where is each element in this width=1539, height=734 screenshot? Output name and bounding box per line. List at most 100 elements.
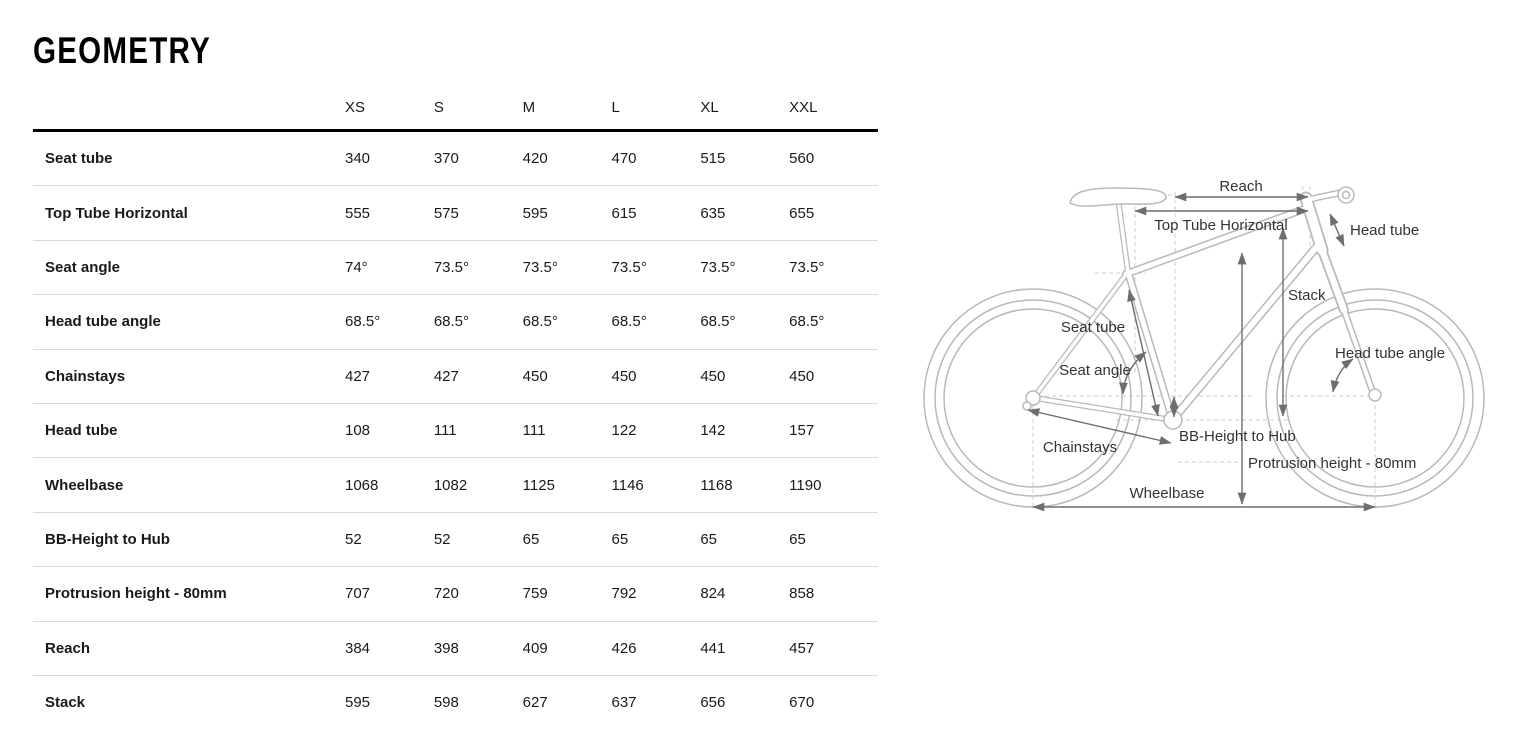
row-label: Wheelbase bbox=[45, 476, 124, 494]
table-header-row: XS S M L XL XXL bbox=[33, 85, 878, 132]
value-cell: 427 bbox=[345, 367, 371, 385]
handlebar-grip-inner bbox=[1341, 190, 1351, 200]
value-cell: 73.5° bbox=[700, 258, 736, 276]
rear-hub bbox=[1025, 390, 1041, 406]
value-cell: 450 bbox=[611, 367, 637, 385]
value-cell: 65 bbox=[700, 530, 718, 548]
value-cell: 450 bbox=[789, 367, 815, 385]
wheelbase-label: Wheelbase bbox=[1129, 485, 1204, 502]
value-cell: 792 bbox=[611, 585, 637, 603]
page-title: GEOMETRY bbox=[33, 30, 211, 71]
value-cell: 1082 bbox=[433, 476, 468, 494]
value-cell: 720 bbox=[433, 585, 459, 603]
table-row: Reach 384 398 409 426 441 457 bbox=[33, 622, 878, 676]
value-cell: 426 bbox=[611, 639, 637, 657]
dimension-arrows bbox=[1027, 192, 1376, 512]
value-cell: 74° bbox=[345, 258, 368, 276]
front-hub bbox=[1368, 388, 1382, 402]
value-cell: 1068 bbox=[345, 476, 379, 494]
row-label: Top Tube Horizontal bbox=[45, 204, 188, 222]
size-header-m: M bbox=[522, 98, 536, 116]
value-cell: 627 bbox=[522, 694, 548, 712]
head-tube-angle-arc bbox=[1330, 358, 1354, 393]
value-cell: 1146 bbox=[611, 476, 644, 494]
table-row: Seat tube 340 370 420 470 515 560 bbox=[33, 132, 878, 187]
value-cell: 108 bbox=[345, 422, 371, 440]
size-header-xl: XL bbox=[700, 98, 719, 116]
value-cell: 1125 bbox=[522, 476, 555, 494]
protrusion-height-label: Protrusion height - 80mm bbox=[1248, 455, 1416, 472]
value-cell: 384 bbox=[345, 639, 371, 657]
row-label: Reach bbox=[45, 639, 91, 657]
row-label: Stack bbox=[45, 694, 86, 712]
head-tube-angle-label: Head tube angle bbox=[1335, 345, 1445, 362]
value-cell: 122 bbox=[611, 422, 637, 440]
size-header-s: S bbox=[433, 98, 444, 116]
reach-label: Reach bbox=[1219, 178, 1262, 195]
value-cell: 441 bbox=[700, 639, 726, 657]
size-header-l: L bbox=[611, 98, 620, 116]
value-cell: 670 bbox=[789, 694, 815, 712]
table-row: Head tube angle 68.5° 68.5° 68.5° 68.5° … bbox=[33, 295, 878, 350]
value-cell: 52 bbox=[345, 530, 362, 548]
head-tube-dimension bbox=[1329, 213, 1345, 247]
value-cell: 595 bbox=[345, 694, 371, 712]
value-cell: 340 bbox=[345, 150, 371, 168]
value-cell: 450 bbox=[522, 367, 548, 385]
value-cell: 858 bbox=[789, 585, 815, 603]
value-cell: 111 bbox=[522, 422, 546, 440]
row-label: BB-Height to Hub bbox=[45, 530, 170, 548]
table-row: Stack 595 598 627 637 656 670 bbox=[33, 676, 878, 729]
value-cell: 555 bbox=[345, 204, 371, 222]
value-cell: 824 bbox=[700, 585, 726, 603]
value-cell: 409 bbox=[522, 639, 548, 657]
value-cell: 73.5° bbox=[522, 258, 558, 276]
size-header-xxl: XXL bbox=[789, 98, 818, 116]
value-cell: 73.5° bbox=[433, 258, 470, 276]
value-cell: 637 bbox=[611, 694, 637, 712]
value-cell: 73.5° bbox=[789, 258, 825, 276]
value-cell: 398 bbox=[433, 639, 459, 657]
chainstays-label: Chainstays bbox=[1043, 439, 1117, 456]
value-cell: 759 bbox=[522, 585, 548, 603]
row-label: Head tube angle bbox=[45, 313, 161, 331]
value-cell: 52 bbox=[433, 530, 451, 548]
head-tube-label: Head tube bbox=[1350, 222, 1419, 239]
value-cell: 68.5° bbox=[345, 313, 381, 331]
saddle bbox=[1069, 187, 1167, 207]
value-cell: 73.5° bbox=[611, 258, 647, 276]
value-cell: 427 bbox=[433, 367, 459, 385]
table-row: BB-Height to Hub 52 52 65 65 65 65 bbox=[33, 513, 878, 568]
value-cell: 470 bbox=[611, 150, 637, 168]
bb-height-to-hub-label: BB-Height to Hub bbox=[1179, 428, 1296, 445]
bottom-bracket bbox=[1163, 410, 1183, 430]
row-label: Chainstays bbox=[45, 367, 126, 385]
value-cell: 560 bbox=[789, 150, 815, 168]
bike-geometry-diagram: Reach Top Tube Horizontal Head tube Stac… bbox=[923, 178, 1485, 512]
value-cell: 1190 bbox=[789, 476, 822, 494]
value-cell: 595 bbox=[522, 204, 548, 222]
row-label: Head tube bbox=[45, 422, 118, 440]
size-header-xs: XS bbox=[345, 98, 366, 116]
seat-angle-arc bbox=[1119, 351, 1147, 395]
value-cell: 65 bbox=[611, 530, 629, 548]
seat-tube-label: Seat tube bbox=[1061, 319, 1125, 336]
chainstays-dimension bbox=[1027, 408, 1172, 445]
value-cell: 457 bbox=[789, 639, 815, 657]
row-label: Protrusion height - 80mm bbox=[45, 585, 227, 603]
value-cell: 68.5° bbox=[433, 313, 470, 331]
table-row: Top Tube Horizontal 555 575 595 615 635 … bbox=[33, 186, 878, 241]
value-cell: 68.5° bbox=[700, 313, 736, 331]
rear-derailleur bbox=[1022, 401, 1032, 411]
value-cell: 655 bbox=[789, 204, 815, 222]
value-cell: 142 bbox=[700, 422, 726, 440]
value-cell: 68.5° bbox=[611, 313, 647, 331]
value-cell: 707 bbox=[345, 585, 371, 603]
table-row: Chainstays 427 427 450 450 450 450 bbox=[33, 350, 878, 404]
value-cell: 65 bbox=[789, 530, 806, 548]
value-cell: 370 bbox=[433, 150, 459, 168]
row-label: Seat angle bbox=[45, 258, 121, 276]
table-row: Seat angle 74° 73.5° 73.5° 73.5° 73.5° 7… bbox=[33, 241, 878, 296]
value-cell: 598 bbox=[433, 694, 459, 712]
